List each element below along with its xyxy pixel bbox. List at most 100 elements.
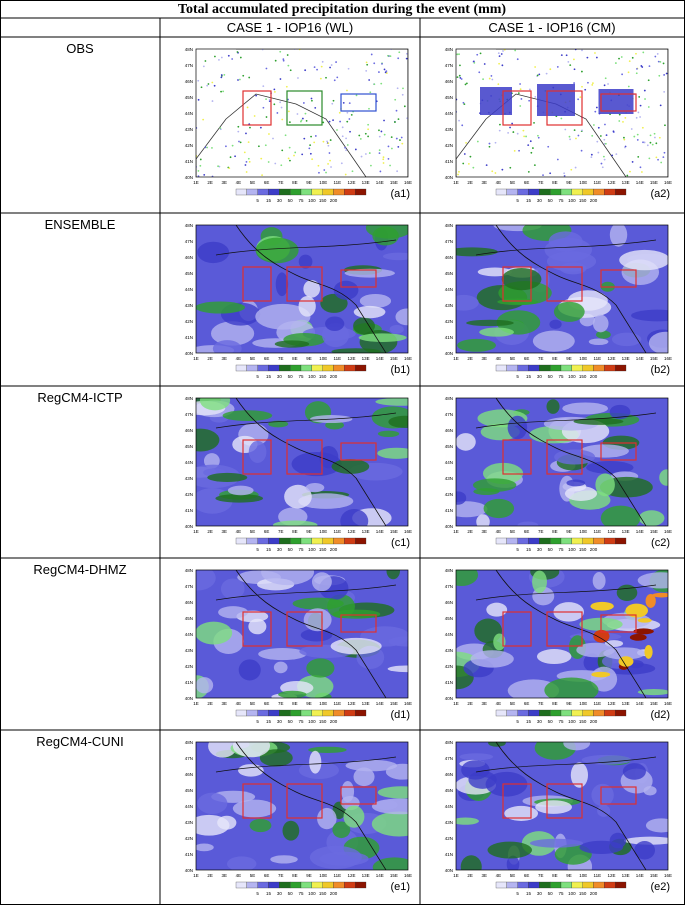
obs-dot	[591, 84, 594, 86]
colorbar-swatch	[560, 364, 572, 372]
colorbar-swatch	[495, 709, 507, 717]
border	[475, 412, 657, 429]
obs-dot	[261, 174, 263, 177]
obs-dot	[341, 126, 344, 129]
precip-field	[554, 449, 596, 465]
obs-dot	[243, 151, 246, 154]
obs-dot	[660, 161, 663, 164]
precip-field	[248, 618, 267, 635]
colorbar-swatch	[268, 188, 280, 196]
lon-label: 7E	[538, 356, 544, 361]
lat-label: 41N	[445, 335, 453, 340]
lon-label: 6E	[264, 180, 270, 185]
obs-dot	[646, 144, 649, 147]
obs-dot	[382, 158, 385, 161]
obs-dot	[284, 134, 287, 137]
obs-dot	[397, 146, 400, 148]
obs-block	[480, 87, 512, 115]
obs-dot	[507, 132, 510, 134]
panel-label: (d1)	[390, 709, 410, 721]
obs-dot	[498, 62, 501, 65]
obs-dot	[220, 56, 223, 59]
lat-label: 46N	[185, 600, 193, 605]
precip-field	[340, 508, 369, 526]
lat-label: 41N	[445, 508, 453, 513]
obs-dot	[500, 53, 503, 55]
obs-dot	[467, 162, 470, 165]
lon-label: 14E	[636, 873, 644, 878]
colorbar-swatch	[344, 709, 356, 717]
obs-dot	[294, 151, 297, 154]
lat-label: 44N	[445, 632, 453, 637]
colorbar-swatch	[235, 188, 247, 196]
precip-field	[298, 493, 354, 509]
obs-dot	[573, 68, 576, 71]
colorbar-swatch	[311, 188, 323, 196]
lat-label: 48N	[185, 396, 193, 401]
colorbar-swatch	[279, 188, 291, 196]
obs-dot	[517, 92, 520, 95]
colorbar-swatch	[311, 364, 323, 372]
colorbar-label: 50	[288, 198, 294, 203]
obs-dot	[331, 102, 334, 105]
obs-dot	[311, 99, 313, 102]
obs-dot	[368, 107, 370, 110]
precip-field	[645, 593, 656, 608]
obs-dot	[396, 87, 399, 90]
land	[196, 49, 408, 177]
precip-field	[377, 786, 408, 799]
lon-label: 16E	[404, 873, 412, 878]
lat-label: 46N	[445, 600, 453, 605]
lon-label: 9E	[566, 529, 572, 534]
obs-dot	[590, 156, 593, 159]
colorbar-label: 75	[558, 374, 564, 379]
lon-label: 1E	[193, 873, 199, 878]
lon-label: 15E	[390, 529, 398, 534]
colorbar-label: 150	[319, 198, 327, 203]
study-box	[546, 783, 583, 819]
map-content	[456, 49, 668, 177]
obs-dot	[368, 152, 371, 154]
colorbar-swatch	[593, 188, 605, 196]
obs-dot	[398, 51, 401, 54]
lon-label: 2E	[467, 356, 473, 361]
obs-dot	[347, 67, 350, 70]
obs-dot	[594, 110, 597, 113]
obs-dot	[288, 121, 291, 124]
obs-dot	[615, 153, 618, 156]
lat-label: 47N	[445, 584, 453, 589]
lon-label: 12E	[347, 529, 355, 534]
lat-label: 43N	[185, 648, 193, 653]
obs-dot	[345, 137, 347, 140]
obs-dot	[335, 61, 337, 63]
obs-dot	[549, 172, 552, 175]
obs-dot	[202, 65, 205, 68]
colorbar-swatch	[571, 537, 583, 545]
colorbar-swatch	[604, 537, 616, 545]
obs-dot	[341, 135, 344, 138]
lon-label: 4E	[236, 873, 242, 878]
precip-field	[592, 572, 606, 590]
obs-dot	[518, 149, 520, 152]
obs-dot	[662, 156, 665, 159]
obs-dot	[379, 170, 382, 173]
study-box	[242, 90, 272, 126]
map-panel: 40N 41N 42N 43N 44N 45N 46N 47N 48N 1E 2E 3E 4E 5E 6E 7…	[185, 740, 412, 896]
obs-dot	[387, 145, 390, 148]
lon-label: 11E	[333, 873, 341, 878]
lon-label: 4E	[236, 180, 242, 185]
lon-label: 3E	[482, 701, 488, 706]
border	[215, 756, 397, 773]
precip-field	[303, 608, 332, 632]
obs-dot	[367, 135, 370, 138]
lon-label: 9E	[566, 873, 572, 878]
obs-dot	[382, 162, 385, 164]
colorbar-label: 75	[298, 374, 304, 379]
lon-label: 10E	[319, 873, 327, 878]
precip-field	[270, 855, 298, 864]
precip-field	[261, 570, 315, 586]
obs-dot	[330, 166, 332, 168]
colorbar-label: 30	[277, 547, 283, 552]
obs-dot	[382, 156, 385, 159]
lat-label: 40N	[185, 868, 193, 873]
